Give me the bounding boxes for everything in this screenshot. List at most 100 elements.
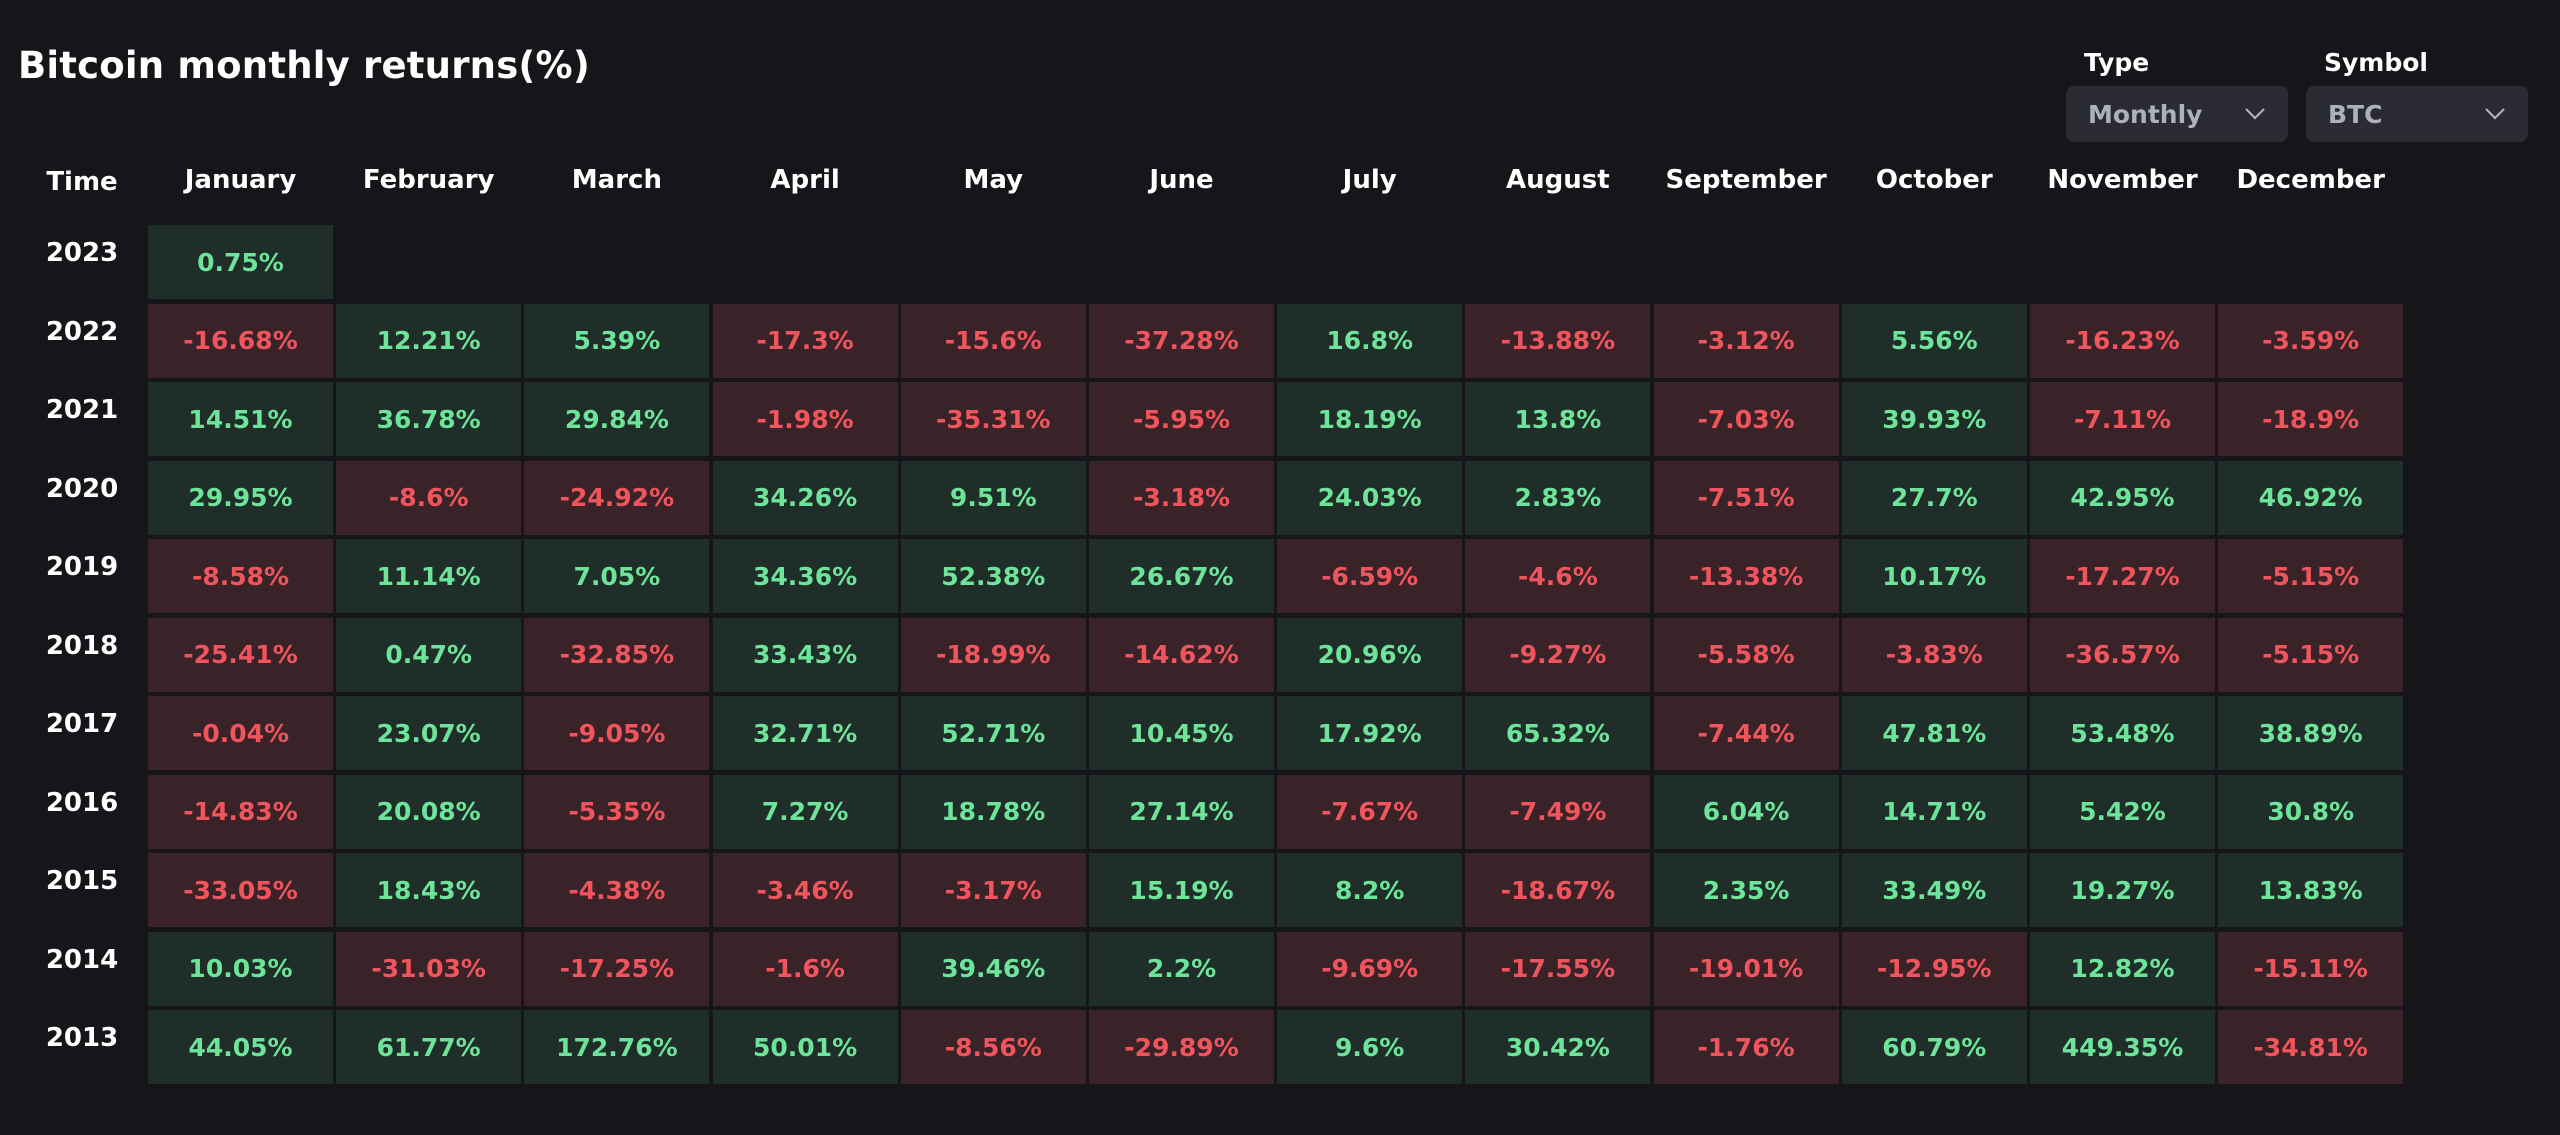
symbol-label: Symbol — [2324, 48, 2428, 77]
month-header-june: June — [1149, 165, 1214, 195]
return-cell-2017-october: 47.81% — [1841, 696, 2027, 770]
return-cell-2022-september: -3.12% — [1653, 303, 1839, 378]
return-cell-2018-february: 0.47% — [336, 617, 522, 692]
symbol-control: Symbol BTC — [2306, 46, 2528, 142]
month-header-may: May — [963, 165, 1024, 195]
return-cell-2018-september: -5.58% — [1653, 617, 1839, 692]
return-cell-2015-march: -4.38% — [524, 853, 710, 927]
return-cell-2014-march: -17.25% — [524, 931, 710, 1006]
return-cell-2017-july: 17.92% — [1277, 696, 1463, 770]
return-cell-2014-october: -12.95% — [1841, 931, 2027, 1006]
return-cell-2017-may: 52.71% — [900, 696, 1086, 770]
return-cell-2016-september: 6.04% — [1653, 774, 1839, 849]
return-cell-2016-june: 27.14% — [1089, 774, 1274, 849]
return-cell-2017-march: -9.05% — [524, 696, 710, 770]
return-cell-2018-may: -18.99% — [900, 617, 1086, 692]
chevron-down-icon — [2485, 108, 2505, 120]
return-cell-2018-january: -25.41% — [148, 617, 333, 692]
return-cell-2014-december: -15.11% — [2218, 931, 2404, 1006]
return-cell-2013-march: 172.76% — [524, 1010, 710, 1084]
return-cell-2021-september: -7.03% — [1653, 382, 1839, 456]
return-cell-2023-january: 0.75% — [148, 225, 333, 299]
return-cell-2017-january: -0.04% — [148, 696, 333, 770]
return-cell-2019-february: 11.14% — [336, 539, 522, 613]
return-cell-2020-march: -24.92% — [524, 460, 710, 535]
return-cell-2013-august: 30.42% — [1465, 1010, 1651, 1084]
return-cell-2018-october: -3.83% — [1841, 617, 2027, 692]
return-cell-2021-january: 14.51% — [148, 382, 333, 456]
return-cell-2022-april: -17.3% — [712, 303, 898, 378]
return-cell-2019-november: -17.27% — [2030, 539, 2215, 613]
return-cell-2014-august: -17.55% — [1465, 931, 1651, 1006]
type-control: Type Monthly — [2066, 46, 2288, 142]
return-cell-2015-november: 19.27% — [2030, 853, 2215, 927]
return-cell-2014-july: -9.69% — [1277, 931, 1463, 1006]
return-cell-2021-june: -5.95% — [1089, 382, 1274, 456]
year-label-2021: 2021 — [45, 395, 119, 425]
return-cell-2017-september: -7.44% — [1653, 696, 1839, 770]
return-cell-2014-february: -31.03% — [336, 931, 522, 1006]
return-cell-2020-december: 46.92% — [2218, 460, 2404, 535]
month-header-march: March — [571, 165, 662, 195]
return-cell-2019-august: -4.6% — [1465, 539, 1651, 613]
return-cell-2021-march: 29.84% — [524, 382, 710, 456]
return-cell-2013-february: 61.77% — [336, 1010, 522, 1084]
type-label: Type — [2084, 48, 2150, 77]
return-cell-2022-february: 12.21% — [336, 303, 522, 378]
return-cell-2022-july: 16.8% — [1277, 303, 1463, 378]
return-cell-2022-may: -15.6% — [900, 303, 1086, 378]
return-cell-2016-november: 5.42% — [2030, 774, 2215, 849]
return-cell-2015-october: 33.49% — [1841, 853, 2027, 927]
return-cell-2016-december: 30.8% — [2218, 774, 2404, 849]
month-header-july: July — [1342, 165, 1397, 195]
return-cell-2015-may: -3.17% — [900, 853, 1086, 927]
symbol-select[interactable]: BTC — [2306, 86, 2528, 142]
return-cell-2019-july: -6.59% — [1277, 539, 1463, 613]
return-cell-2019-december: -5.15% — [2218, 539, 2404, 613]
year-label-2013: 2013 — [45, 1023, 119, 1053]
return-cell-2018-november: -36.57% — [2030, 617, 2215, 692]
return-cell-2013-november: 449.35% — [2030, 1010, 2215, 1084]
return-cell-2016-may: 18.78% — [900, 774, 1086, 849]
return-cell-2020-may: 9.51% — [900, 460, 1086, 535]
month-header-december: December — [2236, 165, 2385, 195]
return-cell-2019-april: 34.36% — [712, 539, 898, 613]
return-cell-2016-august: -7.49% — [1465, 774, 1651, 849]
return-cell-2015-january: -33.05% — [148, 853, 333, 927]
return-cell-2018-december: -5.15% — [2218, 617, 2404, 692]
return-cell-2021-may: -35.31% — [900, 382, 1086, 456]
return-cell-2020-august: 2.83% — [1465, 460, 1651, 535]
return-cell-2013-september: -1.76% — [1653, 1010, 1839, 1084]
type-select[interactable]: Monthly — [2066, 86, 2288, 142]
return-cell-2015-july: 8.2% — [1277, 853, 1463, 927]
return-cell-2015-september: 2.35% — [1653, 853, 1839, 927]
return-cell-2021-december: -18.9% — [2218, 382, 2404, 456]
return-cell-2021-august: 13.8% — [1465, 382, 1651, 456]
return-cell-2020-october: 27.7% — [1841, 460, 2027, 535]
year-label-2022: 2022 — [45, 316, 119, 347]
return-cell-2013-may: -8.56% — [900, 1010, 1086, 1084]
return-cell-2013-july: 9.6% — [1277, 1010, 1463, 1084]
year-label-2017: 2017 — [45, 709, 119, 739]
return-cell-2018-april: 33.43% — [712, 617, 898, 692]
return-cell-2018-august: -9.27% — [1465, 617, 1651, 692]
month-header-january: January — [184, 165, 297, 195]
return-cell-2022-march: 5.39% — [524, 303, 710, 378]
year-label-2014: 2014 — [45, 944, 119, 975]
return-cell-2020-february: -8.6% — [336, 460, 522, 535]
return-cell-2019-september: -13.38% — [1653, 539, 1839, 613]
year-label-2019: 2019 — [45, 552, 119, 582]
return-cell-2019-october: 10.17% — [1841, 539, 2027, 613]
month-header-november: November — [2047, 165, 2198, 195]
return-cell-2015-february: 18.43% — [336, 853, 522, 927]
return-cell-2016-february: 20.08% — [336, 774, 522, 849]
return-cell-2017-june: 10.45% — [1089, 696, 1274, 770]
return-cell-2016-october: 14.71% — [1841, 774, 2027, 849]
return-cell-2015-december: 13.83% — [2218, 853, 2404, 927]
return-cell-2020-november: 42.95% — [2030, 460, 2215, 535]
return-cell-2017-november: 53.48% — [2030, 696, 2215, 770]
return-cell-2016-january: -14.83% — [148, 774, 333, 849]
return-cell-2019-may: 52.38% — [900, 539, 1086, 613]
return-cell-2021-november: -7.11% — [2030, 382, 2215, 456]
year-label-2020: 2020 — [45, 473, 119, 504]
